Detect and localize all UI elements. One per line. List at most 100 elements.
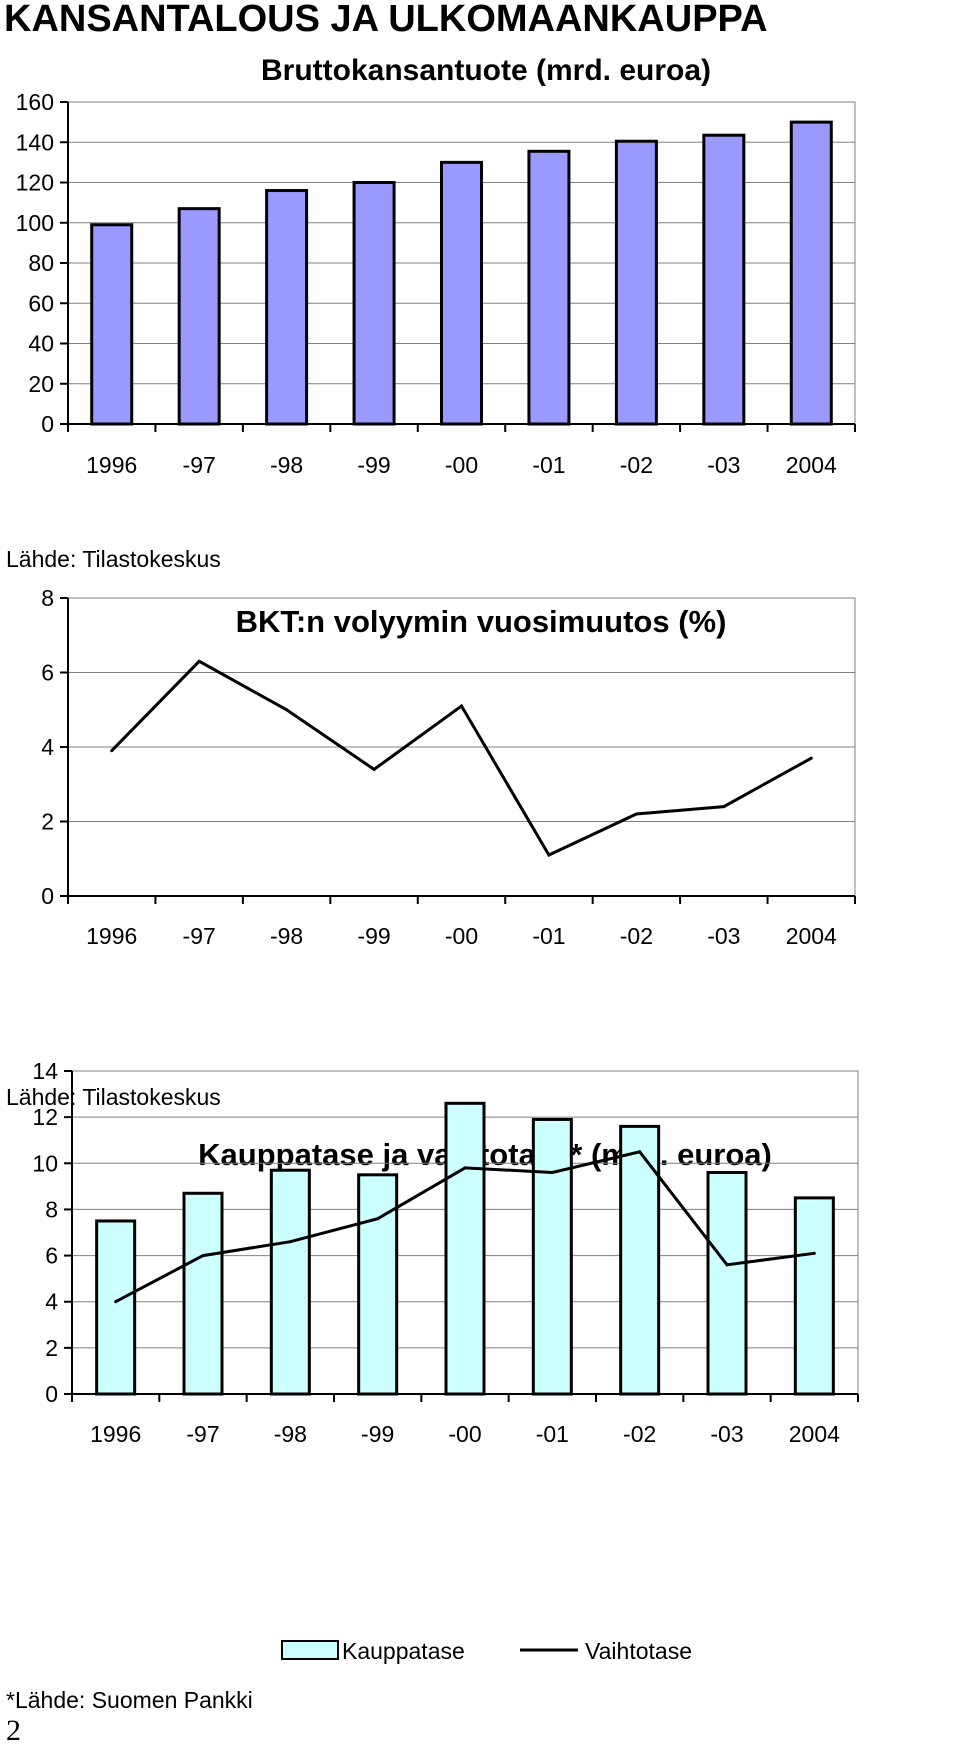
series-line [110, 659, 813, 857]
x-tick-label: 1996 [86, 923, 137, 949]
y-tick-label: 0 [41, 411, 54, 437]
line-point [110, 749, 114, 753]
x-tick-label: -00 [445, 452, 478, 478]
x-tick-label: -99 [361, 1421, 394, 1447]
x-tick-label: -99 [357, 923, 390, 949]
y-tick-label: 6 [45, 1243, 58, 1269]
line-point [460, 704, 463, 708]
bar [95, 1219, 137, 1396]
x-tick-label: -01 [536, 1421, 569, 1447]
page-heading: KANSANTALOUS JA ULKOMAANKAUPPA [4, 0, 768, 40]
x-tick-label: -02 [620, 452, 653, 478]
line-point [638, 1150, 642, 1154]
y-tick-label: 0 [41, 883, 54, 909]
x-tick-label: -97 [183, 923, 216, 949]
bar [527, 149, 571, 426]
y-tick-label: 12 [32, 1104, 58, 1130]
y-tick-label: 2 [45, 1335, 58, 1361]
x-tick-label: -01 [532, 923, 565, 949]
x-tick-label: -01 [532, 452, 565, 478]
gdp-volume-line-chart: BKT:n volyymin vuosimuutos (%) 0 2 4 6 8 199… [6, 585, 856, 1110]
bar [352, 181, 396, 426]
y-tick-label: 8 [41, 585, 54, 611]
page-number: 2 [6, 1714, 21, 1747]
bar [793, 1196, 835, 1396]
y-tick-label: 120 [16, 170, 54, 196]
x-tick-label: -02 [623, 1421, 656, 1447]
bar [789, 120, 833, 426]
trade-current-account-chart: Kauppatase ja vaihtotase* (mrd. euroa) 0… [6, 1058, 859, 1713]
line-point [634, 812, 638, 816]
legend-label-kauppatase: Kauppatase [342, 1638, 465, 1664]
y-tick-label: 100 [16, 210, 54, 236]
y-tick-label: 6 [41, 660, 54, 686]
line-point [288, 1240, 292, 1244]
bar [531, 1117, 573, 1396]
y-tick-label: 4 [41, 734, 54, 760]
bar [177, 207, 221, 426]
bar [706, 1171, 748, 1396]
chart-source: Lähde: Tilastokeskus [6, 1084, 221, 1110]
line-point [812, 1251, 816, 1255]
x-tick-label: -00 [448, 1421, 481, 1447]
y-tick-label: 10 [32, 1150, 58, 1176]
line-point [463, 1166, 467, 1170]
x-tick-label: -98 [274, 1421, 307, 1447]
x-tick-label: -99 [357, 452, 390, 478]
line-point [285, 708, 289, 712]
bar [90, 223, 134, 426]
line-point [722, 805, 726, 809]
bar [440, 160, 483, 426]
line-point [197, 659, 201, 663]
y-tick-label: 140 [16, 129, 54, 155]
y-tick-label: 4 [45, 1289, 58, 1315]
x-tick-label: 2004 [786, 452, 837, 478]
x-tick-label: 2004 [786, 923, 837, 949]
line-point [376, 1217, 380, 1221]
legend-swatch-kauppatase [281, 1640, 339, 1660]
chart-source: *Lähde: Suomen Pankki [6, 1687, 253, 1713]
y-tick-label: 80 [28, 250, 54, 276]
y-tick-label: 14 [32, 1058, 58, 1084]
y-tick-label: 2 [41, 809, 54, 835]
x-tick-label: -98 [270, 923, 303, 949]
x-tick-label: 1996 [90, 1421, 141, 1447]
x-tick-label: -97 [183, 452, 216, 478]
bar [702, 133, 746, 426]
x-tick-label: -98 [270, 452, 303, 478]
y-tick-label: 40 [28, 331, 54, 357]
chart-source: Lähde: Tilastokeskus [6, 546, 221, 572]
bar [619, 1124, 661, 1396]
line-point [550, 1171, 554, 1175]
y-tick-label: 0 [45, 1381, 58, 1407]
x-tick-label: -02 [620, 923, 653, 949]
y-tick-label: 60 [28, 290, 54, 316]
line-point [547, 853, 551, 857]
line-point [372, 767, 376, 771]
gdp-bar-chart: Bruttokansantuote (mrd. euroa) 0 20 40 60 80… [6, 54, 856, 572]
bar [614, 139, 658, 426]
x-tick-label: 2004 [789, 1421, 840, 1447]
bar [269, 1168, 311, 1396]
x-tick-label: -00 [445, 923, 478, 949]
x-tick-label: 1996 [86, 452, 137, 478]
bar [265, 189, 309, 426]
line-point [809, 756, 813, 760]
x-tick-label: -03 [707, 452, 740, 478]
bar [182, 1191, 224, 1396]
y-tick-label: 20 [28, 371, 54, 397]
bar [357, 1173, 399, 1396]
x-tick-label: -03 [710, 1421, 743, 1447]
chart-legend: Kauppatase Vaihtotase [281, 1638, 692, 1664]
chart-title: Bruttokansantuote (mrd. euroa) [261, 54, 711, 87]
legend-label-vaihtotase: Vaihtotase [585, 1638, 692, 1664]
y-tick-label: 8 [45, 1196, 58, 1222]
x-tick-label: -97 [186, 1421, 219, 1447]
chart-title: BKT:n volyymin vuosimuutos (%) [236, 604, 727, 639]
y-tick-label: 160 [16, 89, 54, 115]
x-tick-label: -03 [707, 923, 740, 949]
bar [444, 1101, 486, 1396]
line-point [114, 1300, 118, 1304]
line-point [201, 1254, 205, 1258]
